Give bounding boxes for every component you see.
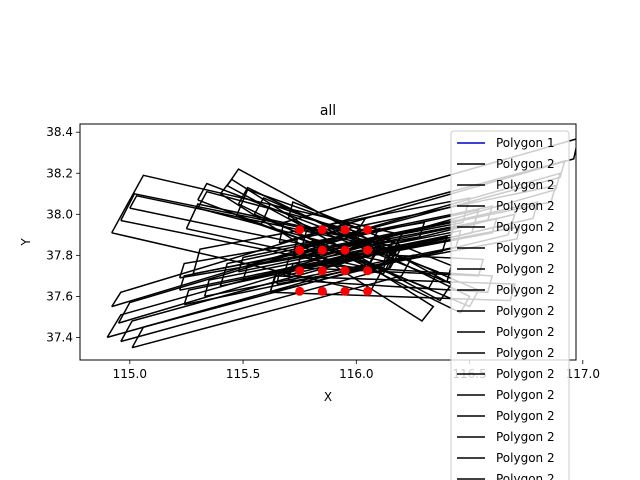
- legend-label: Polygon 2: [496, 178, 555, 192]
- legend-label: Polygon 2: [496, 409, 555, 423]
- y-tick-label: 38.4: [46, 125, 73, 139]
- y-tick-label: 37.8: [46, 248, 73, 262]
- legend: Polygon 1 Polygon 2 Polygon 2 Polygon 2 Poly…: [450, 130, 570, 480]
- x-tick-label: 115.0: [113, 367, 147, 381]
- data-point: [363, 286, 373, 296]
- polygon-outline: [106, 239, 386, 339]
- x-tick-label: 116.0: [339, 367, 373, 381]
- legend-label: Polygon 2: [496, 430, 555, 444]
- data-point: [317, 286, 327, 296]
- data-point: [317, 266, 327, 276]
- legend-label: Polygon 2: [496, 283, 555, 297]
- axes-frame: [79, 123, 577, 361]
- legend-label: Polygon 2: [496, 472, 555, 480]
- data-point: [363, 245, 373, 255]
- y-axis-label: Y: [19, 238, 33, 247]
- chart-title: all: [320, 103, 336, 119]
- legend-label: Polygon 2: [496, 388, 555, 402]
- data-point: [340, 245, 350, 255]
- legend-label: Polygon 2: [496, 262, 555, 276]
- legend-label: Polygon 2: [496, 241, 555, 255]
- y-tick-label: 38.2: [46, 166, 73, 180]
- data-point: [295, 286, 305, 296]
- data-point: [317, 245, 327, 255]
- legend-label: Polygon 2: [496, 157, 555, 171]
- legend-label: Polygon 2: [496, 220, 555, 234]
- data-point: [295, 225, 305, 235]
- legend-label: Polygon 2: [496, 325, 555, 339]
- y-axis: 37.4 37.6 37.8 38.0 38.2 38.4: [46, 125, 80, 344]
- x-tick-label: 117.0: [566, 367, 600, 381]
- data-point: [295, 245, 305, 255]
- legend-label: Polygon 1: [496, 136, 555, 150]
- data-point: [295, 266, 305, 276]
- legend-box: [450, 130, 570, 480]
- data-point: [340, 225, 350, 235]
- y-tick-label: 38.0: [46, 207, 73, 221]
- legend-label: Polygon 2: [496, 304, 555, 318]
- x-axis-label: X: [324, 390, 332, 404]
- legend-label: Polygon 2: [496, 346, 555, 360]
- legend-label: Polygon 2: [496, 199, 555, 213]
- data-point: [363, 266, 373, 276]
- x-tick-label: 115.5: [226, 367, 260, 381]
- y-tick-label: 37.4: [46, 330, 73, 344]
- legend-label: Polygon 2: [496, 451, 555, 465]
- y-tick-label: 37.6: [46, 289, 73, 303]
- legend-label: Polygon 2: [496, 367, 555, 381]
- data-point: [340, 266, 350, 276]
- data-point: [317, 225, 327, 235]
- data-point: [340, 286, 350, 296]
- data-point: [363, 225, 373, 235]
